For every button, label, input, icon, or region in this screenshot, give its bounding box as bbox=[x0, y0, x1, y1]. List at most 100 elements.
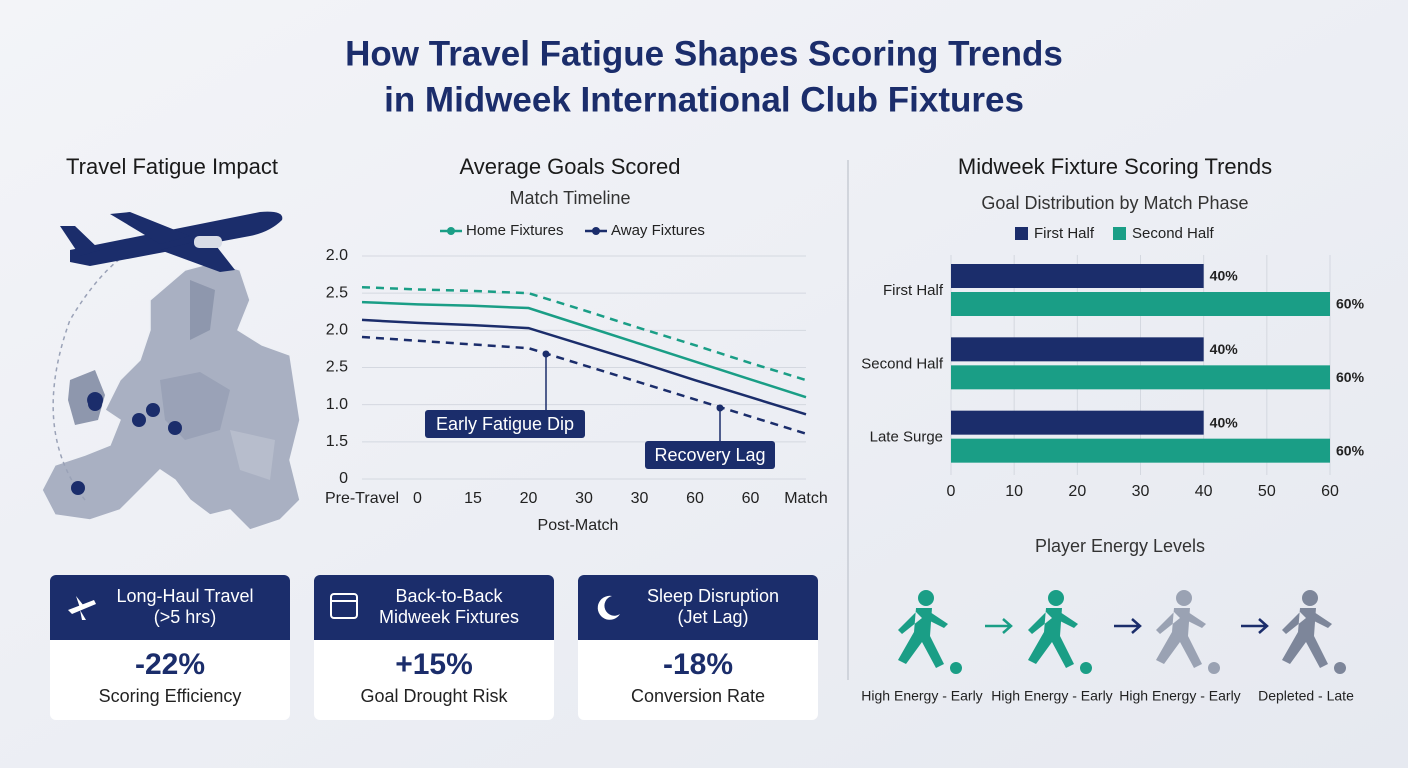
card-value: +15% bbox=[395, 648, 473, 681]
player-body bbox=[1156, 608, 1206, 668]
player-head bbox=[1048, 590, 1064, 606]
y-tick-label: 1.0 bbox=[326, 396, 348, 413]
x-tick-label: Pre-Travel bbox=[325, 490, 399, 507]
chart-title: Midweek Fixture Scoring Trends bbox=[958, 154, 1272, 179]
card-value: -22% bbox=[135, 648, 205, 681]
x-tick-label: Match bbox=[784, 490, 828, 507]
series-line bbox=[361, 318, 807, 416]
legend-label: First Half bbox=[1034, 225, 1095, 242]
bar bbox=[951, 365, 1330, 390]
card-header bbox=[50, 575, 290, 640]
x-tick-label: 50 bbox=[1258, 483, 1276, 500]
annotation-label: Recovery Lag bbox=[654, 445, 765, 465]
europe-map bbox=[41, 251, 301, 531]
bar bbox=[951, 337, 1204, 362]
value-label: 60% bbox=[1336, 442, 1365, 458]
card-title: Long-Haul Travel bbox=[116, 586, 253, 606]
x-tick-label: 0 bbox=[947, 483, 956, 500]
y-tick-label: Second Half bbox=[861, 355, 944, 372]
player-body bbox=[1028, 608, 1078, 668]
card-title: Sleep Disruption bbox=[647, 586, 779, 606]
page-title: in Midweek International Club Fixtures bbox=[384, 80, 1024, 119]
card-title: Midweek Fixtures bbox=[379, 607, 519, 627]
x-tick-label: 20 bbox=[520, 490, 538, 507]
player-body bbox=[1282, 608, 1332, 668]
bar bbox=[951, 438, 1330, 463]
panel-title: Travel Fatigue Impact bbox=[66, 154, 278, 179]
series-line bbox=[361, 300, 807, 399]
y-tick-label: 2.0 bbox=[326, 247, 348, 264]
plane-icon bbox=[68, 596, 96, 620]
annotation-label: Early Fatigue Dip bbox=[436, 414, 574, 434]
legend-swatch bbox=[1113, 227, 1126, 240]
value-label: 40% bbox=[1210, 341, 1239, 357]
legend-dot bbox=[447, 227, 455, 235]
x-tick-label: 40 bbox=[1195, 483, 1213, 500]
bar bbox=[951, 410, 1204, 435]
projected-line bbox=[361, 285, 807, 382]
legend-swatch bbox=[1015, 227, 1028, 240]
x-tick-label: 30 bbox=[1132, 483, 1150, 500]
airplane bbox=[60, 211, 283, 272]
calendar-icon bbox=[330, 593, 358, 619]
legend-dot bbox=[592, 227, 600, 235]
chart-title: Average Goals Scored bbox=[460, 154, 681, 179]
card-value: -18% bbox=[663, 648, 733, 681]
y-tick-label: 0 bbox=[339, 470, 348, 487]
card-label: Scoring Efficiency bbox=[99, 686, 242, 706]
card-title: (Jet Lag) bbox=[677, 607, 748, 627]
value-label: 40% bbox=[1210, 414, 1239, 430]
y-tick-label: 2.5 bbox=[326, 284, 348, 301]
energy-title: Player Energy Levels bbox=[1035, 536, 1205, 556]
x-axis-label: Post-Match bbox=[538, 517, 619, 534]
energy-stage: High Energy - Early bbox=[991, 688, 1112, 704]
map-pins bbox=[71, 392, 182, 495]
legend-label: Away Fixtures bbox=[611, 222, 705, 239]
x-tick-label: 60 bbox=[1321, 483, 1339, 500]
y-tick-label: 1.5 bbox=[326, 433, 348, 450]
y-tick-label: 2.5 bbox=[326, 359, 348, 376]
value-label: 60% bbox=[1336, 296, 1365, 312]
arrow bbox=[985, 618, 1013, 634]
value-label: 60% bbox=[1336, 369, 1365, 385]
moon-icon bbox=[597, 595, 620, 620]
projected-line bbox=[361, 335, 807, 435]
card-header bbox=[314, 575, 554, 640]
y-tick-label: 2.0 bbox=[326, 322, 348, 339]
energy-stage: Depleted - Late bbox=[1258, 688, 1354, 704]
annotation-box bbox=[425, 410, 585, 438]
annotation-dot bbox=[542, 350, 550, 358]
player-head bbox=[1176, 590, 1192, 606]
card-title: (>5 hrs) bbox=[154, 607, 217, 627]
chart-subtitle: Match Timeline bbox=[509, 188, 630, 208]
player-body bbox=[898, 608, 948, 668]
energy-stage: High Energy - Early bbox=[1119, 688, 1240, 704]
chart-subtitle: Goal Distribution by Match Phase bbox=[981, 193, 1248, 213]
x-tick-label: 30 bbox=[575, 490, 593, 507]
card-label: Goal Drought Risk bbox=[360, 686, 508, 706]
bar bbox=[951, 264, 1204, 288]
bar bbox=[951, 292, 1330, 316]
legend-label: Second Half bbox=[1132, 225, 1215, 242]
annotation-box bbox=[645, 441, 775, 469]
value-label: 40% bbox=[1210, 268, 1239, 284]
card-label: Conversion Rate bbox=[631, 686, 765, 706]
ball bbox=[1208, 662, 1220, 674]
arrow bbox=[1241, 618, 1269, 634]
ball bbox=[950, 662, 962, 674]
x-tick-label: 20 bbox=[1068, 483, 1086, 500]
ball bbox=[1080, 662, 1092, 674]
card-title: Back-to-Back bbox=[395, 586, 503, 606]
player-head bbox=[1302, 590, 1318, 606]
page-title: How Travel Fatigue Shapes Scoring Trends bbox=[345, 34, 1063, 73]
x-tick-label: 10 bbox=[1005, 483, 1023, 500]
card-header bbox=[578, 575, 818, 640]
x-tick-label: 60 bbox=[686, 490, 704, 507]
legend-label: Home Fixtures bbox=[466, 222, 564, 239]
x-tick-label: 30 bbox=[631, 490, 649, 507]
arrow bbox=[1114, 618, 1142, 634]
y-tick-label: First Half bbox=[883, 282, 944, 299]
energy-stage: High Energy - Early bbox=[861, 688, 982, 704]
